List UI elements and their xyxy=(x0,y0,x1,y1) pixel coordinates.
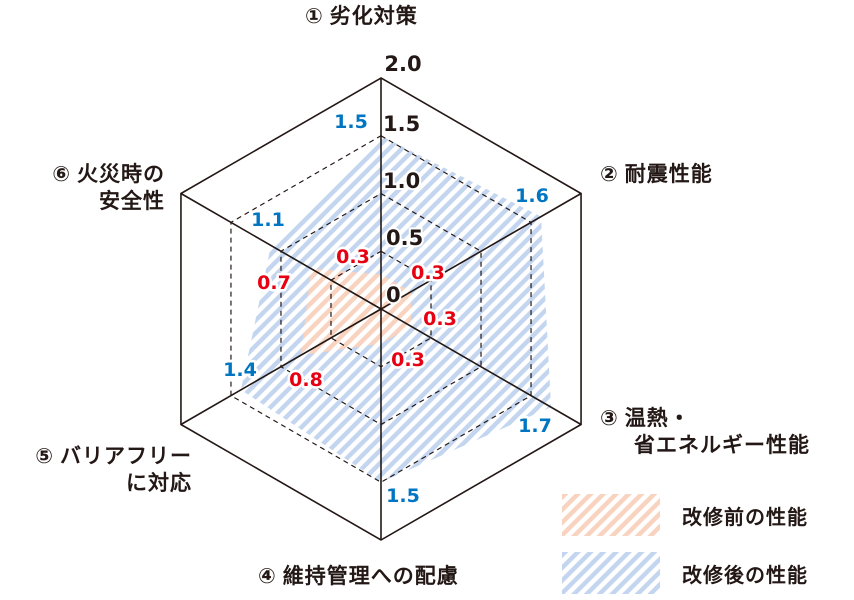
scale-tick-label: 2.0 xyxy=(384,52,421,76)
legend-swatch-after xyxy=(562,552,660,594)
value-label: 0.3 xyxy=(411,262,445,284)
axis-spoke xyxy=(380,308,582,426)
axis-label-2: ② 耐震性能 xyxy=(600,162,713,186)
axis-spokes xyxy=(180,78,582,540)
axis-label-5: ⑤ バリアフリー に対応 xyxy=(35,444,192,495)
scale-tick-label: 1.0 xyxy=(383,169,420,193)
series-area xyxy=(300,268,412,356)
axis-spoke xyxy=(180,308,382,426)
value-label: 0.3 xyxy=(391,349,425,371)
scale-tick-label: 0 xyxy=(386,283,401,307)
value-label: 1.1 xyxy=(251,209,285,231)
legend-swatch-before xyxy=(562,494,660,536)
scale-tick-label: 0.5 xyxy=(386,226,423,250)
value-label: 1.6 xyxy=(515,185,549,207)
axis-spoke xyxy=(380,192,582,310)
scale-tick-label: 1.5 xyxy=(383,112,420,136)
value-label: 1.5 xyxy=(386,485,420,507)
value-label: 1.5 xyxy=(334,111,368,133)
axis-label-3: ③ 温熱・ 省エネルギー性能 xyxy=(600,406,810,457)
value-labels: 0.3 0.3 0.3 0.3 0.8 0.7 1.5 1.6 1.7 1.5 1.4 1.1 xyxy=(221,109,555,510)
scale-ticks: 0 0.5 1.0 1.5 2.0 xyxy=(381,50,425,309)
value-label: 0.3 xyxy=(336,246,370,268)
value-label: 1.4 xyxy=(223,359,257,381)
axis-spoke xyxy=(180,192,382,310)
value-label: 0.8 xyxy=(289,369,323,391)
axis-label-4: ④ 維持管理への配慮 xyxy=(258,564,459,588)
series-before-area xyxy=(300,268,412,356)
axis-label-1: ① 劣化対策 xyxy=(305,4,418,28)
axis-label-6: ⑥ 火災時の 安全性 xyxy=(52,162,165,213)
legend-item-after: 改修後の性能 xyxy=(562,552,807,594)
legend-item-before: 改修前の性能 xyxy=(562,494,807,536)
value-label: 0.3 xyxy=(423,308,457,330)
value-label: 1.7 xyxy=(518,415,552,437)
value-label: 0.7 xyxy=(257,272,291,294)
